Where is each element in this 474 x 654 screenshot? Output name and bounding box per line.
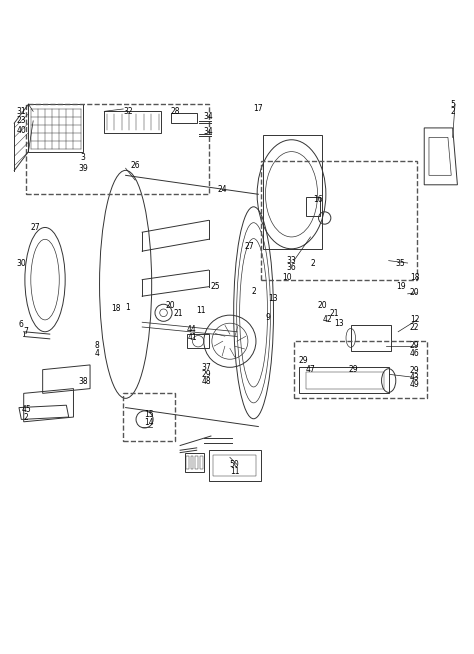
Text: 34: 34	[204, 128, 213, 136]
Text: 29: 29	[348, 365, 358, 374]
Bar	[104, 111, 161, 133]
Text: 5: 5	[450, 99, 455, 109]
Bar	[171, 112, 197, 123]
Text: 16: 16	[313, 194, 322, 203]
Text: 47: 47	[306, 365, 315, 374]
Text: 2: 2	[310, 258, 315, 267]
Text: 4: 4	[95, 349, 100, 358]
Text: 2: 2	[450, 107, 455, 116]
Text: 3: 3	[81, 153, 85, 162]
Text: 34: 34	[204, 112, 213, 120]
Text: 13: 13	[334, 318, 344, 328]
Text: 29: 29	[201, 370, 211, 379]
Bar	[187, 334, 209, 349]
Text: 25: 25	[211, 283, 220, 291]
Bar	[185, 453, 204, 472]
Text: 27: 27	[31, 223, 40, 232]
Text: 8: 8	[95, 341, 100, 351]
Text: 37: 37	[201, 363, 211, 371]
Text: 26: 26	[130, 162, 140, 170]
Text: 32: 32	[123, 107, 133, 116]
Text: 2: 2	[251, 287, 256, 296]
Text: 19: 19	[396, 283, 405, 291]
Text: 45: 45	[21, 405, 31, 415]
Text: 7: 7	[24, 327, 28, 336]
Text: 6: 6	[19, 320, 24, 329]
Bar	[263, 135, 322, 249]
Text: 38: 38	[78, 377, 88, 386]
Bar	[186, 456, 189, 469]
Bar	[213, 455, 256, 476]
Bar	[261, 161, 417, 280]
Text: 48: 48	[201, 377, 211, 386]
Text: 33: 33	[287, 256, 296, 265]
Bar	[123, 393, 175, 441]
Text: 35: 35	[396, 258, 405, 267]
Bar	[306, 197, 320, 216]
Bar	[294, 341, 427, 398]
Bar	[299, 368, 389, 393]
Text: 49: 49	[410, 381, 419, 389]
Text: 24: 24	[218, 185, 228, 194]
Text: 31: 31	[17, 107, 26, 116]
Text: 29: 29	[410, 366, 419, 375]
Bar	[191, 456, 193, 469]
Text: 13: 13	[268, 294, 277, 303]
Text: 12: 12	[410, 315, 419, 324]
Text: 10: 10	[282, 273, 292, 282]
Bar	[26, 104, 209, 194]
Text: 21: 21	[173, 309, 182, 318]
Bar	[195, 456, 198, 469]
Text: 20: 20	[318, 301, 327, 310]
Text: 11: 11	[230, 467, 239, 476]
Text: 46: 46	[410, 349, 419, 358]
Text: 22: 22	[410, 324, 419, 332]
Text: 23: 23	[17, 116, 26, 126]
Text: 21: 21	[329, 309, 339, 318]
Text: 11: 11	[197, 306, 206, 315]
Text: 39: 39	[78, 164, 88, 173]
Text: 42: 42	[322, 315, 332, 324]
Text: 41: 41	[187, 333, 197, 342]
Text: 14: 14	[145, 419, 154, 427]
Text: 40: 40	[17, 126, 26, 135]
Text: 28: 28	[171, 107, 180, 116]
Text: 27: 27	[244, 242, 254, 251]
Bar	[200, 456, 203, 469]
Text: 1: 1	[126, 303, 130, 311]
Text: 29: 29	[410, 341, 419, 351]
Bar	[306, 372, 384, 388]
Text: 9: 9	[265, 313, 270, 322]
Text: 20: 20	[410, 288, 419, 298]
Text: 44: 44	[187, 325, 197, 334]
Text: 2: 2	[24, 413, 28, 422]
Text: 17: 17	[254, 105, 263, 113]
Text: 30: 30	[17, 258, 26, 267]
Text: 36: 36	[287, 264, 296, 272]
Text: 15: 15	[145, 410, 154, 419]
Text: 50: 50	[230, 460, 239, 469]
Text: 18: 18	[111, 303, 121, 313]
Text: 18: 18	[410, 273, 419, 282]
Bar	[351, 324, 391, 351]
Text: 20: 20	[166, 301, 175, 310]
Text: 29: 29	[299, 356, 308, 365]
Text: 43: 43	[410, 373, 419, 382]
Bar	[209, 450, 261, 481]
